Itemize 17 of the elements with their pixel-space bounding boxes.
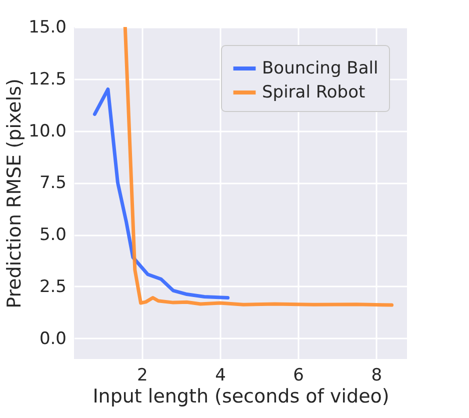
- y-tick-label: 2.5: [39, 276, 66, 297]
- y-tick-label: 7.5: [39, 173, 66, 194]
- y-tick-label: 5.0: [39, 225, 66, 245]
- y-axis-title: Prediction RMSE (pixels): [4, 78, 26, 308]
- x-tick-label: 4: [215, 366, 226, 386]
- x-tick-label: 2: [137, 366, 148, 386]
- y-tick-label: 12.5: [28, 69, 66, 90]
- y-tick-label: 0.0: [39, 328, 66, 349]
- legend-label: Spiral Robot: [262, 82, 366, 102]
- x-tick-label: 6: [293, 366, 304, 386]
- x-tick-label: 8: [371, 366, 382, 386]
- y-tick-label: 10.0: [28, 121, 66, 142]
- y-tick-label: 15.0: [28, 18, 66, 38]
- legend-label: Bouncing Ball: [262, 58, 378, 78]
- line-series: [92, 88, 230, 300]
- x-axis-title: Input length (seconds of video): [92, 386, 390, 408]
- line-series: [123, 27, 394, 307]
